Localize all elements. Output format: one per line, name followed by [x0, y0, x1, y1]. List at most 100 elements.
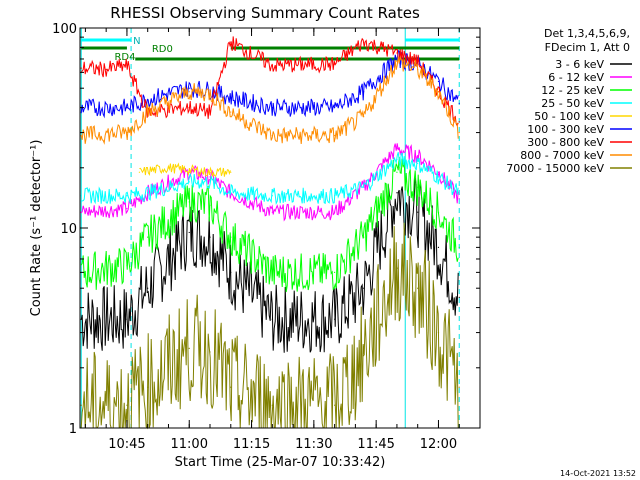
data-point	[80, 318, 82, 320]
footer-timestamp: 14-Oct-2021 13:52	[560, 469, 636, 478]
y-tick-label: 10	[60, 222, 77, 237]
data-point	[80, 211, 82, 213]
legend-label: 100 - 300 keV	[527, 123, 604, 136]
data-point	[147, 236, 149, 238]
data-point	[437, 211, 440, 213]
data-point	[126, 264, 128, 267]
data-point	[126, 106, 128, 109]
series-line-0	[80, 177, 459, 353]
data-point	[147, 192, 149, 194]
data-point	[417, 211, 419, 213]
legend-label: 12 - 25 keV	[541, 84, 604, 97]
legend-label: 3 - 6 keV	[555, 58, 604, 71]
data-point	[363, 236, 365, 238]
data-point	[458, 296, 460, 298]
series-line-3	[81, 152, 459, 206]
data-point	[396, 60, 398, 63]
x-tick-label: 12:00	[420, 437, 457, 452]
data-point	[209, 204, 211, 206]
data-point	[230, 111, 232, 113]
data-point	[363, 116, 365, 118]
data-point	[188, 231, 190, 234]
data-point	[363, 91, 365, 93]
y-axis-label: Count Rate (s⁻¹ detector⁻¹)	[29, 140, 44, 317]
data-point	[458, 121, 460, 123]
data-point	[230, 41, 232, 43]
data-point	[188, 87, 190, 89]
x-axis-label: Start Time (25-Mar-07 10:33:42)	[175, 455, 386, 470]
data-point	[209, 351, 211, 353]
data-point	[209, 236, 211, 238]
data-point	[334, 404, 336, 406]
data-point	[80, 195, 82, 197]
data-point	[334, 211, 336, 213]
data-point	[147, 98, 149, 100]
data-point	[334, 106, 336, 109]
data-point	[126, 195, 128, 197]
data-point	[209, 92, 211, 95]
series-line-8	[80, 222, 459, 430]
legend-header: FDecim 1, Att 0	[545, 41, 630, 54]
data-point	[363, 355, 365, 357]
y-tick-label: 100	[52, 22, 77, 37]
data-point	[458, 198, 460, 200]
data-point	[188, 91, 190, 93]
data-point	[396, 171, 398, 173]
data-point	[458, 131, 460, 134]
data-point	[126, 318, 128, 320]
data-point	[230, 271, 232, 273]
data-point	[126, 404, 128, 406]
data-point	[458, 192, 460, 194]
data-point	[417, 60, 419, 63]
data-point	[230, 171, 232, 173]
data-point	[271, 195, 273, 197]
data-point	[417, 162, 419, 165]
data-point	[437, 176, 440, 178]
data-point	[126, 208, 128, 210]
data-point	[396, 192, 398, 194]
data-point	[363, 186, 365, 188]
data-point	[271, 318, 273, 320]
data-point	[209, 181, 211, 183]
data-point	[188, 106, 190, 109]
data-point	[230, 192, 232, 194]
data-point	[147, 287, 149, 289]
data-point	[458, 246, 460, 248]
data-point	[126, 131, 128, 134]
data-point	[147, 111, 149, 113]
data-point	[80, 404, 82, 406]
data-point	[271, 106, 273, 109]
data-point	[396, 158, 398, 161]
series-line-5	[80, 49, 459, 119]
plot-series	[80, 36, 460, 430]
data-point	[437, 331, 440, 334]
data-point	[271, 271, 273, 273]
legend-label: 800 - 7000 keV	[520, 149, 604, 162]
chart-title: RHESSI Observing Summary Count Rates	[110, 4, 420, 22]
data-point	[396, 147, 398, 150]
legend-label: 25 - 50 keV	[541, 97, 604, 110]
data-point	[147, 386, 149, 388]
series-line-6	[80, 36, 459, 127]
data-point	[334, 134, 336, 137]
series-line-7	[80, 56, 459, 145]
legend-label: 6 - 12 keV	[548, 71, 604, 84]
data-point	[209, 176, 211, 178]
data-point	[138, 171, 140, 173]
rd4-label: RD4	[114, 52, 135, 63]
data-point	[334, 271, 336, 273]
data-point	[188, 181, 190, 183]
data-point	[417, 155, 419, 157]
data-point	[230, 386, 232, 388]
data-point	[167, 167, 170, 169]
data-point	[80, 67, 82, 69]
data-point	[417, 186, 419, 188]
data-point	[271, 211, 273, 213]
data-point	[417, 287, 419, 289]
legend-label: 300 - 800 keV	[527, 136, 604, 149]
data-point	[209, 171, 211, 173]
x-tick-label: 11:00	[171, 437, 208, 452]
data-point	[271, 134, 273, 137]
data-point	[396, 58, 398, 60]
